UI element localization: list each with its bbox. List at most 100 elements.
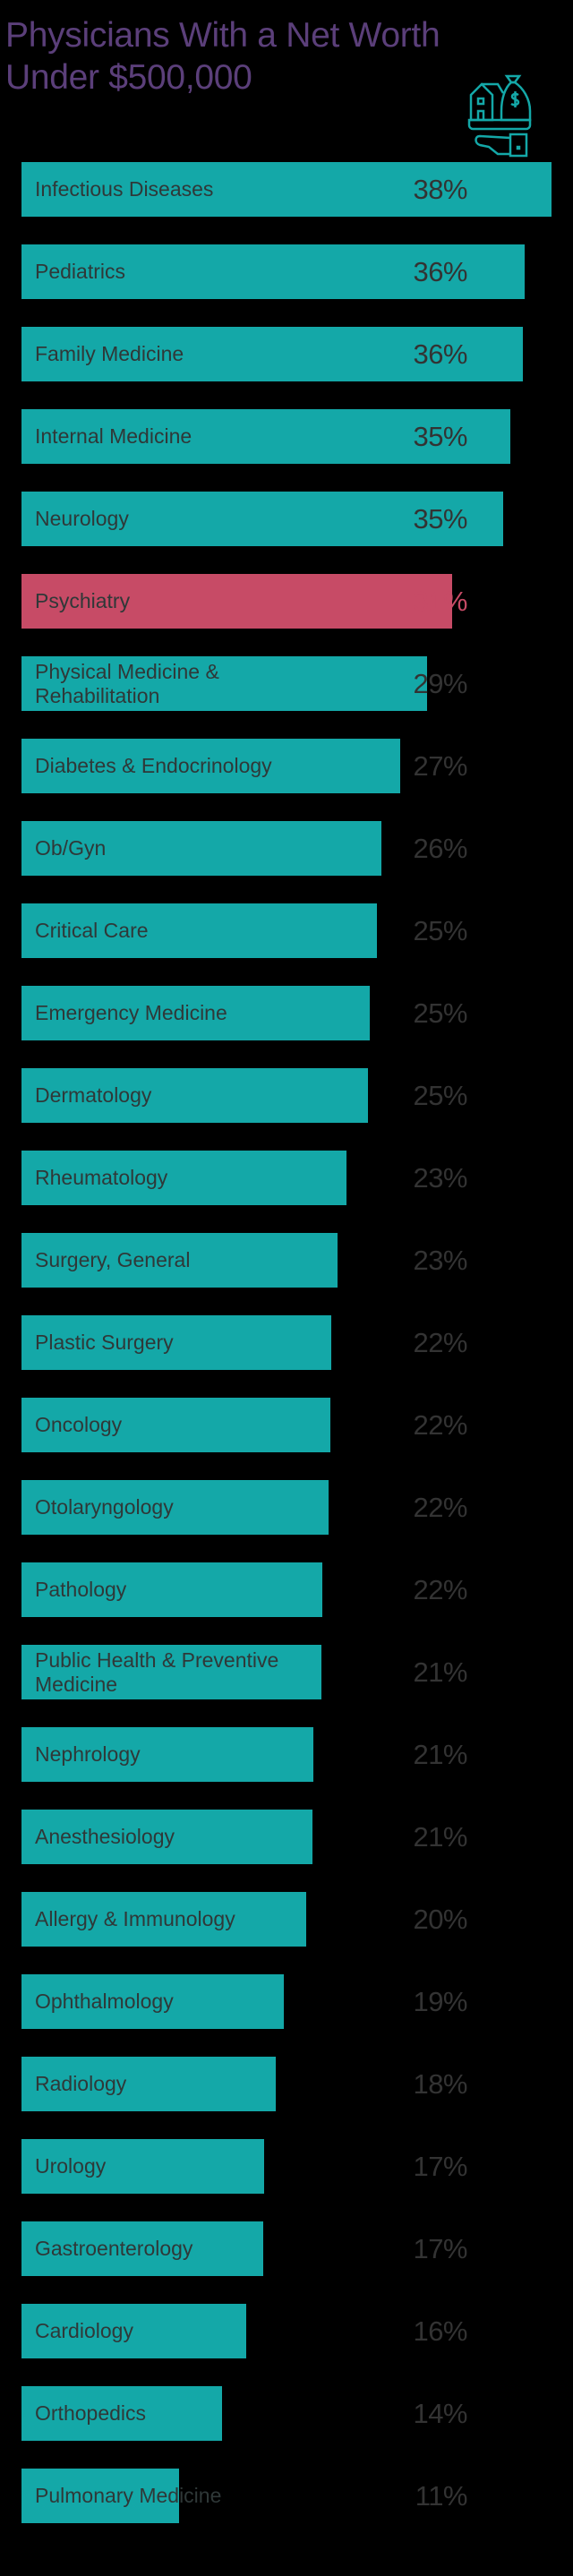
bar-row: Critical Care 25% <box>21 903 559 958</box>
bar-row: Radiology 18% <box>21 2057 559 2111</box>
bar <box>21 1233 338 1288</box>
bar-row: Psychiatry 31% <box>21 574 559 629</box>
bar-row: Ophthalmology 19% <box>21 1974 559 2029</box>
bar-value: 29% <box>413 667 467 699</box>
bar <box>21 244 525 299</box>
bar-value: 20% <box>413 1903 467 1935</box>
bar-label: Ophthalmology <box>35 1990 174 2013</box>
bar <box>21 1151 346 1205</box>
bar-value: 27% <box>413 749 467 782</box>
chart-title-line-2: Under $500,000 <box>5 58 252 97</box>
bar-label: Oncology <box>35 1413 123 1436</box>
bar-row: Plastic Surgery 22% <box>21 1315 559 1370</box>
bar-label: Allergy & Immunology <box>35 1907 235 1930</box>
bar-value: 23% <box>413 1244 467 1276</box>
bar-value: 22% <box>413 1326 467 1358</box>
bar-label: Family Medicine <box>35 342 184 365</box>
chart-title-line-1: Physicians With a Net Worth <box>5 16 440 55</box>
bar-value: 21% <box>413 1738 467 1770</box>
bar-label: Internal Medicine <box>35 424 192 448</box>
bar <box>21 2386 222 2441</box>
bar <box>21 162 552 217</box>
bar-row: Dermatology 25% <box>21 1068 559 1123</box>
bar-value: 25% <box>413 997 467 1029</box>
hand-holding-house-and-money-bag-icon <box>467 72 532 168</box>
bar-value: 16% <box>413 2315 467 2347</box>
bar-row: Surgery, General 23% <box>21 1233 559 1288</box>
bar <box>21 409 510 464</box>
bar-label: Surgery, General <box>35 1248 191 1271</box>
bar-value: 22% <box>413 1408 467 1441</box>
bar-row: Pediatrics 36% <box>21 244 559 299</box>
bar-value: 36% <box>413 255 467 287</box>
bar-value: 17% <box>413 2150 467 2182</box>
bar <box>21 327 523 381</box>
bar-label: Emergency Medicine <box>35 1001 227 1024</box>
bar-row: Pulmonary Medicine 11% <box>21 2469 559 2523</box>
bar-value: 21% <box>413 1820 467 1853</box>
bar-row: Physical Medicine & Rehabilitation 29% <box>21 656 559 711</box>
bar-value: 21% <box>413 1656 467 1688</box>
bar-row: Infectious Diseases 38% <box>21 162 559 217</box>
bar <box>21 1727 313 1782</box>
bar-row: Neurology 35% <box>21 492 559 546</box>
bar-value: 17% <box>413 2232 467 2264</box>
bar-label: Dermatology <box>35 1083 152 1107</box>
bar <box>21 1562 322 1617</box>
bar <box>21 492 503 546</box>
bar-label: Diabetes & Endocrinology <box>35 754 272 777</box>
bar-row: Internal Medicine 35% <box>21 409 559 464</box>
bar-label: Otolaryngology <box>35 1495 174 1519</box>
bar-value: 14% <box>413 2397 467 2429</box>
bar <box>21 1480 329 1535</box>
bar <box>21 986 370 1040</box>
bar <box>21 1974 284 2029</box>
bar-label: Infectious Diseases <box>35 177 214 201</box>
bar-value: 25% <box>413 1079 467 1111</box>
bar-row: Gastroenterology 17% <box>21 2221 559 2276</box>
bar <box>21 821 381 876</box>
bar-value: 19% <box>413 1985 467 2017</box>
bar-row: Otolaryngology 22% <box>21 1480 559 1535</box>
bar-row: Nephrology 21% <box>21 1727 559 1782</box>
bar-value: 22% <box>413 1491 467 1523</box>
bar-value: 38% <box>413 173 467 205</box>
bar-label: Plastic Surgery <box>35 1331 174 1354</box>
bar-row: Family Medicine 36% <box>21 327 559 381</box>
bar-label: Public Health & Preventive Medicine <box>35 1647 279 1696</box>
bar <box>21 739 400 793</box>
bar <box>21 2221 263 2276</box>
bar-label: Gastroenterology <box>35 2237 193 2260</box>
bar-row: Emergency Medicine 25% <box>21 986 559 1040</box>
bar-label: Anesthesiology <box>35 1825 175 1848</box>
bar <box>21 2057 276 2111</box>
bar-label: Rheumatology <box>35 1166 168 1189</box>
chart-title: Physicians With a Net Worth Under $500,0… <box>5 14 440 98</box>
bar-row: Allergy & Immunology 20% <box>21 1892 559 1947</box>
bar-label: Orthopedics <box>35 2401 147 2425</box>
bar <box>21 903 377 958</box>
bar <box>21 1645 321 1699</box>
bar <box>21 2304 246 2358</box>
bar-label: Pathology <box>35 1578 127 1601</box>
bar-label: Critical Care <box>35 919 149 942</box>
bar-value: 23% <box>413 1161 467 1194</box>
bar <box>21 2469 179 2523</box>
bar-label: Nephrology <box>35 1742 141 1766</box>
bar <box>21 2139 264 2194</box>
bar-row: Anesthesiology 21% <box>21 1810 559 1864</box>
bar-row: Diabetes & Endocrinology 27% <box>21 739 559 793</box>
bar-label: Urology <box>35 2154 107 2178</box>
bar-row: Ob/Gyn 26% <box>21 821 559 876</box>
bar <box>21 1398 330 1452</box>
bar-label: Ob/Gyn <box>35 836 107 860</box>
bar-value: 25% <box>413 914 467 946</box>
bar <box>21 656 427 711</box>
bar-value: 31% <box>413 585 467 617</box>
bar-row: Rheumatology 23% <box>21 1151 559 1205</box>
bar-value: 35% <box>413 420 467 452</box>
bar-row: Public Health & Preventive Medicine 21% <box>21 1645 559 1699</box>
bar-label: Physical Medicine & Rehabilitation <box>35 659 219 707</box>
bar-label: Neurology <box>35 507 129 530</box>
bar-label: Psychiatry <box>35 589 131 612</box>
